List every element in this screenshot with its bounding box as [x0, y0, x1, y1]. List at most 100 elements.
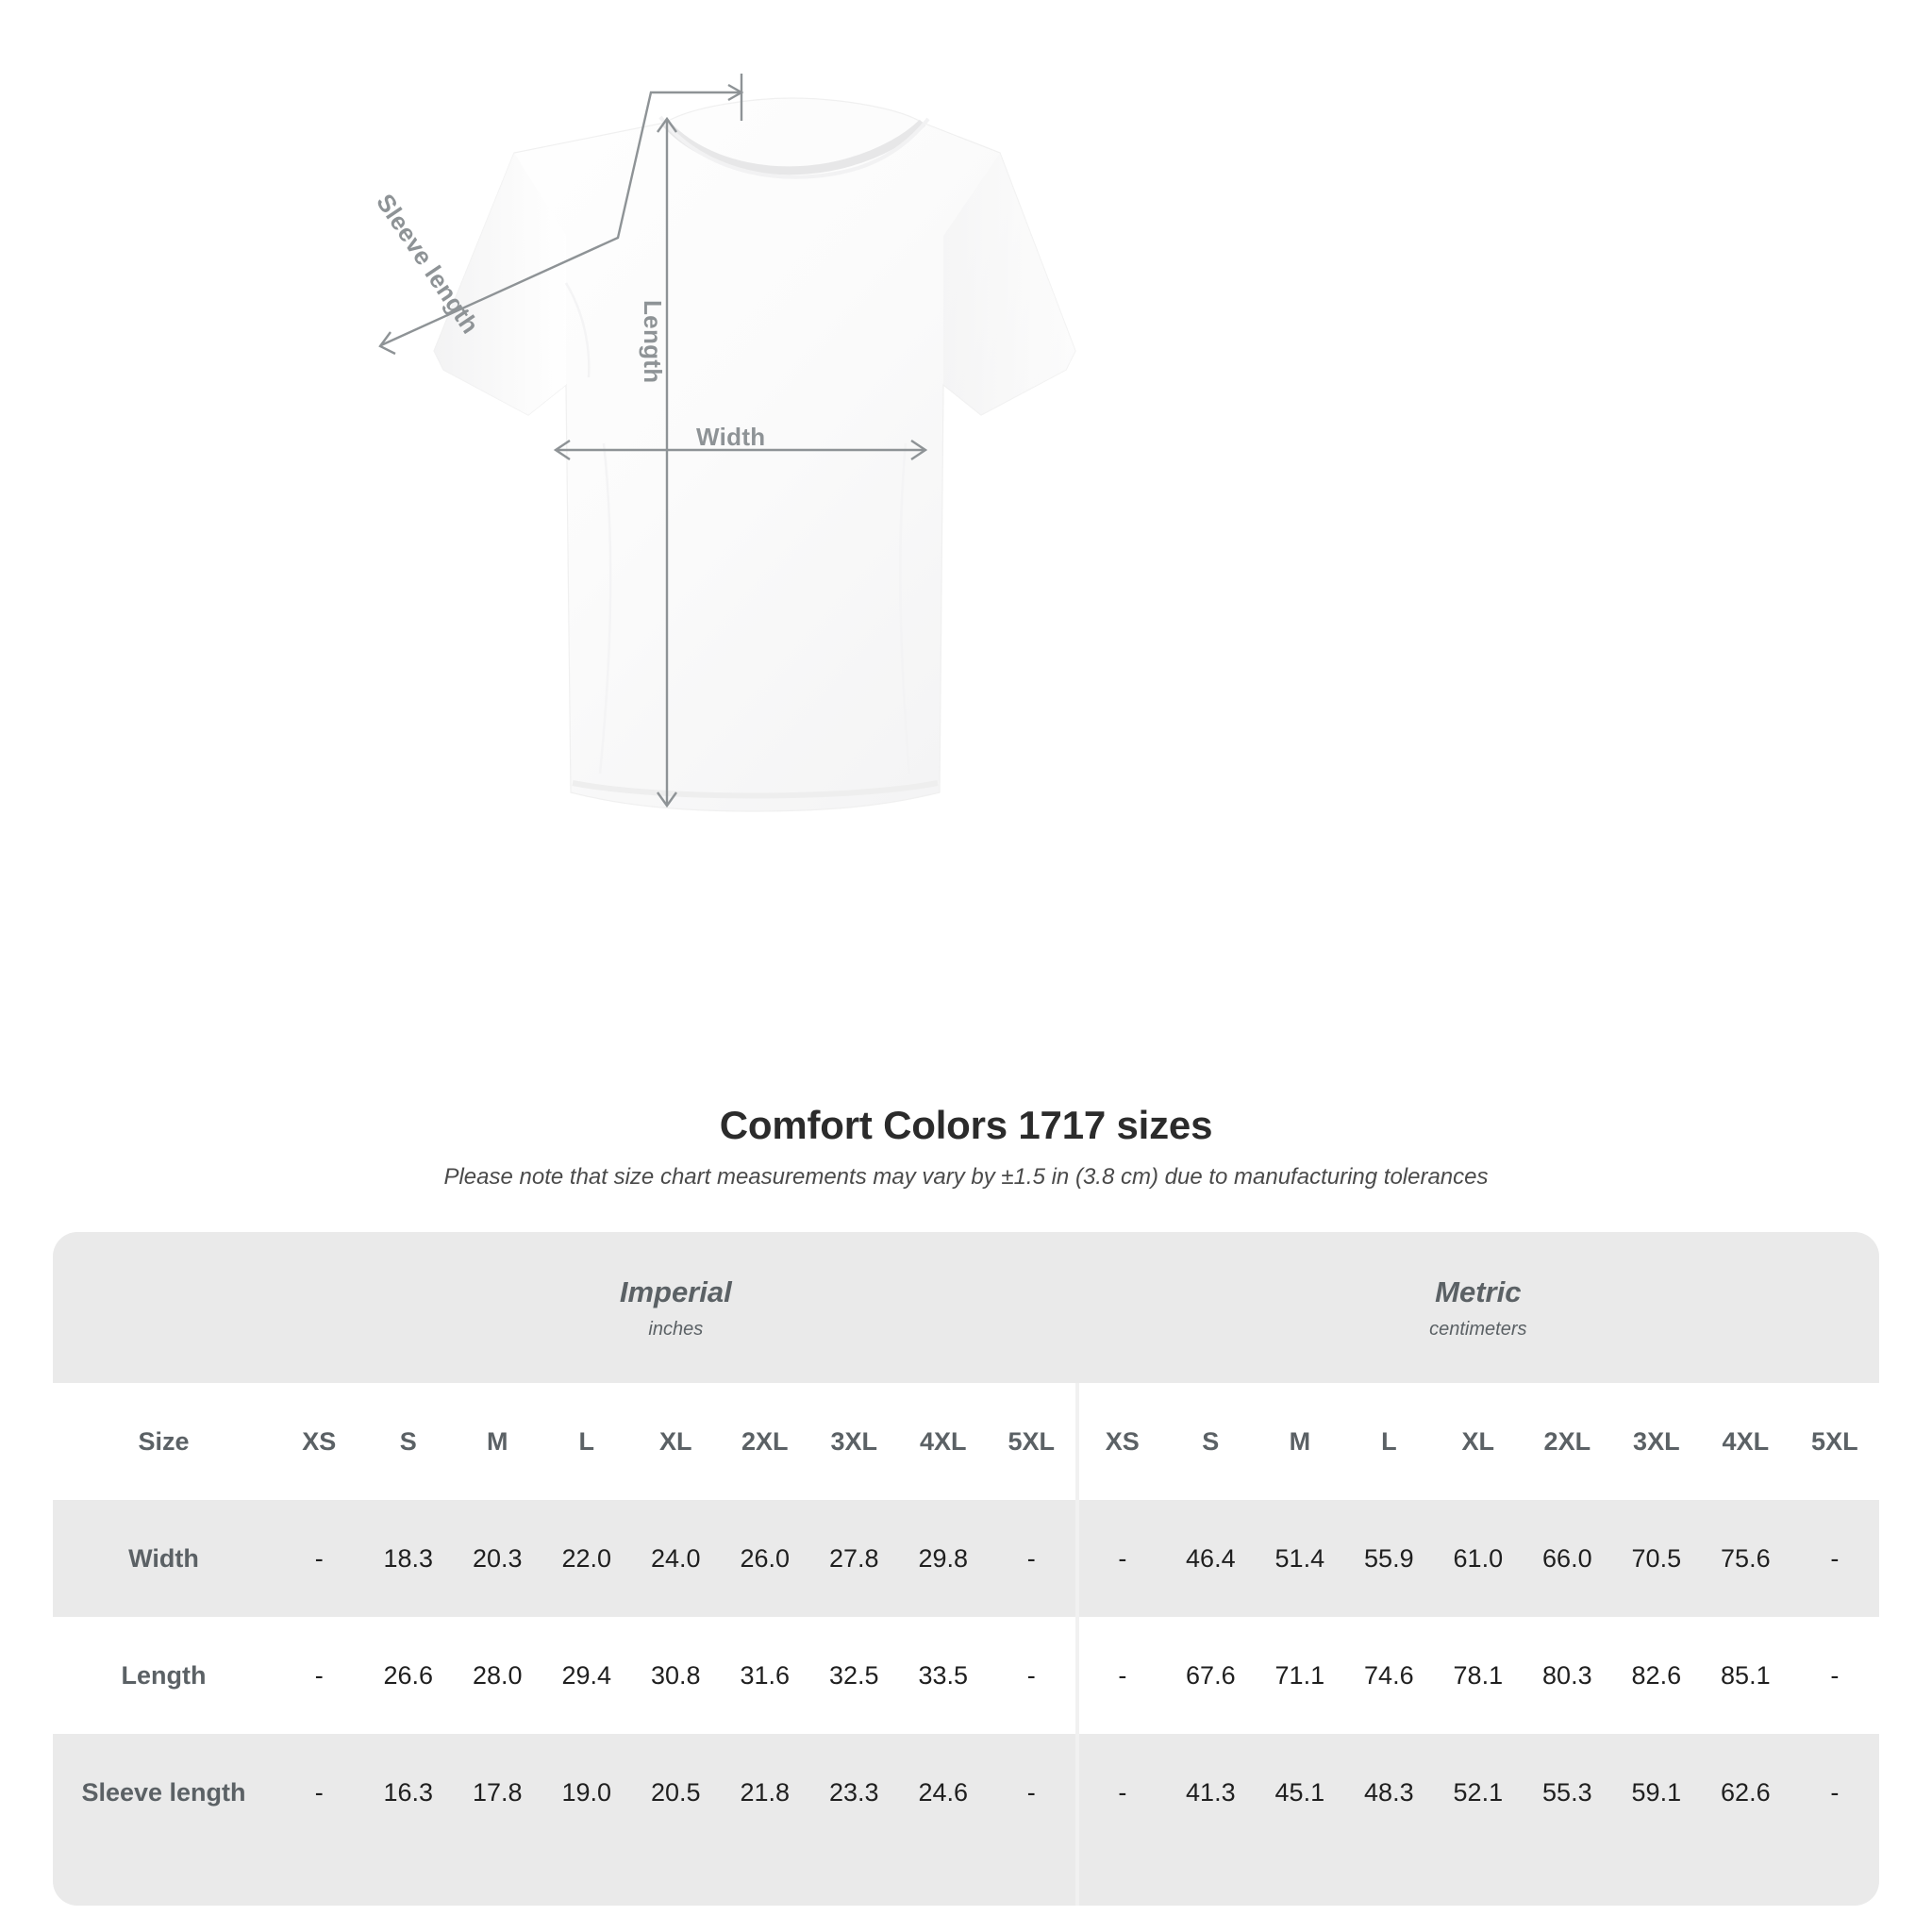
table-filler-cell: [275, 1851, 364, 1907]
cell-width-imperial-2xl: 26.0: [720, 1500, 809, 1618]
cell-sleeve-length-imperial-2xl: 21.8: [720, 1734, 809, 1852]
cell-length-imperial-3xl: 32.5: [809, 1617, 899, 1735]
size-header-imperial-2xl: 2XL: [720, 1383, 809, 1501]
shirt-sleeve-right: [943, 153, 1075, 415]
cell-length-imperial-xs: -: [275, 1617, 364, 1735]
cell-length-imperial-4xl: 33.5: [898, 1617, 988, 1735]
unit-name: Imperial: [619, 1275, 732, 1309]
size-header-imperial-3xl: 3XL: [809, 1383, 899, 1501]
unit-header-imperial: Imperial inches: [275, 1232, 1077, 1384]
measure-arrowheads: [378, 83, 928, 808]
fabric-folds: [564, 282, 911, 774]
cell-sleeve-length-metric-m: 45.1: [1255, 1734, 1345, 1852]
size-header-metric-s: S: [1166, 1383, 1256, 1501]
cell-width-metric-3xl: 70.5: [1611, 1500, 1702, 1618]
table-filler-cell: [898, 1851, 988, 1907]
cell-sleeve-length-imperial-5xl: -: [988, 1734, 1077, 1852]
page-subtitle: Please note that size chart measurements…: [443, 1164, 1489, 1191]
size-column-header: Size: [53, 1383, 275, 1501]
cell-width-metric-4xl: 75.6: [1701, 1500, 1790, 1618]
row-label-sleeve-length: Sleeve length: [53, 1734, 275, 1852]
table-filler-cell: [453, 1851, 542, 1907]
cell-length-metric-l: 74.6: [1344, 1617, 1434, 1735]
cell-sleeve-length-imperial-l: 19.0: [541, 1734, 631, 1852]
cell-length-metric-4xl: 85.1: [1701, 1617, 1790, 1735]
table-filler-cell: [1433, 1851, 1524, 1907]
sleeve-arrow-end: [378, 331, 396, 356]
size-header-imperial-5xl: 5XL: [988, 1383, 1077, 1501]
table-filler-cell: [720, 1851, 809, 1907]
length-arrow-bottom: [657, 791, 677, 808]
cell-width-metric-m: 51.4: [1255, 1500, 1345, 1618]
cell-sleeve-length-metric-2xl: 55.3: [1523, 1734, 1612, 1852]
unit-header-row: Imperial inches Metric centimeters: [53, 1232, 1879, 1384]
table-row: Sleeve length -16.3 17.8 19.0 20.5 21.8 23.3 24…: [53, 1734, 1879, 1852]
table-filler-cell: [53, 1851, 275, 1907]
table-filler-cell: [1166, 1851, 1256, 1907]
table-filler-cell: [988, 1851, 1077, 1907]
size-header-metric-xl: XL: [1433, 1383, 1524, 1501]
size-header-metric-5xl: 5XL: [1790, 1383, 1879, 1501]
cell-width-metric-2xl: 66.0: [1523, 1500, 1612, 1618]
cell-width-metric-xl: 61.0: [1433, 1500, 1524, 1618]
table-filler-cell: [363, 1851, 453, 1907]
shirt-collar: [661, 119, 926, 175]
cell-sleeve-length-metric-l: 48.3: [1344, 1734, 1434, 1852]
cell-width-imperial-5xl: -: [988, 1500, 1077, 1618]
size-header-metric-2xl: 2XL: [1523, 1383, 1612, 1501]
cell-width-imperial-4xl: 29.8: [898, 1500, 988, 1618]
cell-length-metric-2xl: 80.3: [1523, 1617, 1612, 1735]
table-filler-cell: [1523, 1851, 1612, 1907]
cell-width-metric-l: 55.9: [1344, 1500, 1434, 1618]
cell-length-metric-5xl: -: [1790, 1617, 1879, 1735]
cell-length-imperial-2xl: 31.6: [720, 1617, 809, 1735]
size-header-metric-m: M: [1255, 1383, 1345, 1501]
width-label: Width: [696, 423, 766, 451]
cell-length-metric-3xl: 82.6: [1611, 1617, 1702, 1735]
cell-sleeve-length-imperial-3xl: 23.3: [809, 1734, 899, 1852]
row-label-width: Width: [53, 1500, 275, 1618]
size-table-container: Imperial inches Metric centimeters Size XS S M L…: [53, 1232, 1879, 1907]
cell-length-imperial-5xl: -: [988, 1617, 1077, 1735]
size-header-metric-4xl: 4XL: [1701, 1383, 1790, 1501]
sleeve-arrow-start: [727, 83, 744, 102]
size-header-metric-xs: XS: [1074, 1383, 1167, 1501]
size-header-imperial-l: L: [541, 1383, 631, 1501]
unit-subtitle: inches: [648, 1319, 704, 1341]
table-filler-cell: [1255, 1851, 1345, 1907]
table-filler-cell: [1344, 1851, 1434, 1907]
cell-width-imperial-l: 22.0: [541, 1500, 631, 1618]
cell-width-imperial-3xl: 27.8: [809, 1500, 899, 1618]
cell-sleeve-length-metric-3xl: 59.1: [1611, 1734, 1702, 1852]
length-label: Length: [639, 300, 667, 384]
unit-header-metric: Metric centimeters: [1076, 1232, 1879, 1384]
width-arrow-left: [553, 440, 571, 460]
cell-length-imperial-l: 29.4: [541, 1617, 631, 1735]
tshirt-illustration: [378, 74, 1076, 812]
table-filler-cell: [1074, 1851, 1167, 1907]
cell-width-imperial-m: 20.3: [453, 1500, 542, 1618]
unit-row-spacer: [53, 1232, 275, 1384]
table-filler-cell: [1701, 1851, 1790, 1907]
table-filler-cell: [631, 1851, 721, 1907]
cell-sleeve-length-imperial-xl: 20.5: [631, 1734, 721, 1852]
table-filler-cell: [1790, 1851, 1879, 1907]
table-row: Length -26.6 28.0 29.4 30.8 31.6 32.5 33.5- -67.…: [53, 1617, 1879, 1735]
tshirt-diagram: Sleeve length Length Width: [371, 74, 1076, 812]
row-label-length: Length: [53, 1617, 275, 1735]
cell-sleeve-length-metric-xl: 52.1: [1433, 1734, 1524, 1852]
cell-sleeve-length-imperial-s: 16.3: [363, 1734, 453, 1852]
cell-width-metric-5xl: -: [1790, 1500, 1879, 1618]
cell-width-imperial-xl: 24.0: [631, 1500, 721, 1618]
table-row: Width -18.3 20.3 22.0 24.0 26.0 27.8 29.8- -46.4…: [53, 1500, 1879, 1618]
cell-width-imperial-xs: -: [275, 1500, 364, 1618]
table-filler-cell: [809, 1851, 899, 1907]
size-header-imperial-m: M: [453, 1383, 542, 1501]
size-header-imperial-4xl: 4XL: [898, 1383, 988, 1501]
cell-width-metric-xs: -: [1074, 1500, 1167, 1618]
cell-sleeve-length-metric-5xl: -: [1790, 1734, 1879, 1852]
sleeve-line: [380, 91, 740, 347]
cell-sleeve-length-imperial-xs: -: [275, 1734, 364, 1852]
shirt-collar-inner: [658, 115, 930, 179]
